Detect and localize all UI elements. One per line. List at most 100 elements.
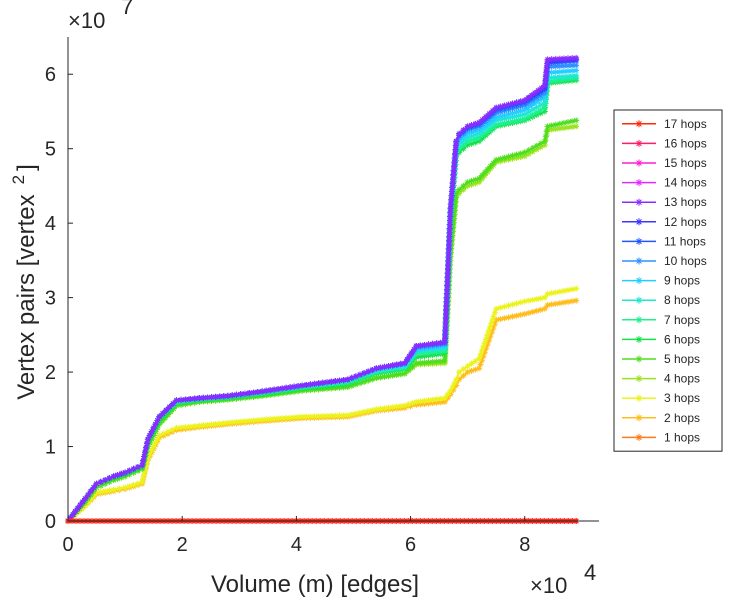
data-point <box>501 115 508 122</box>
data-point <box>478 347 485 354</box>
data-point <box>444 270 451 277</box>
data-point <box>254 417 261 424</box>
data-point <box>437 358 444 365</box>
data-point <box>460 127 467 134</box>
data-point <box>441 357 448 364</box>
data-point <box>548 122 555 129</box>
data-point <box>489 124 496 131</box>
data-point <box>497 316 504 323</box>
legend-label: 6 hops <box>664 332 700 346</box>
legend-marker <box>635 277 643 285</box>
data-point <box>509 152 516 159</box>
legend-label: 1 hops <box>664 430 700 444</box>
data-point <box>497 121 504 128</box>
data-point <box>565 73 572 80</box>
series-6-hops <box>65 77 580 524</box>
legend-marker <box>635 394 643 402</box>
data-point <box>468 181 475 188</box>
data-point <box>373 375 380 382</box>
legend-entry: 8 hops <box>622 293 700 307</box>
data-point <box>408 349 415 356</box>
data-point <box>482 336 489 343</box>
data-point <box>449 180 456 187</box>
data-point <box>447 213 454 220</box>
data-point <box>533 296 540 303</box>
data-point <box>521 97 528 104</box>
data-point <box>484 332 491 339</box>
data-point <box>77 502 84 509</box>
data-point <box>517 116 524 123</box>
data-point <box>505 114 512 121</box>
data-point <box>93 480 100 487</box>
data-point <box>497 103 504 110</box>
data-point <box>444 282 451 289</box>
data-point <box>529 106 536 113</box>
data-point <box>377 364 384 371</box>
data-point <box>233 391 240 398</box>
data-point <box>521 106 528 113</box>
data-point <box>421 397 428 404</box>
data-point <box>556 63 563 70</box>
data-point <box>541 294 548 301</box>
data-point <box>460 186 467 193</box>
legend-entry: 16 hops <box>622 136 707 150</box>
data-point <box>501 120 508 127</box>
data-point <box>446 225 453 232</box>
data-point <box>483 345 490 352</box>
data-point <box>468 122 475 129</box>
data-point <box>573 67 580 74</box>
data-point <box>102 488 109 495</box>
data-point <box>486 324 493 331</box>
data-point <box>401 370 408 377</box>
x-tick-label: 0 <box>62 534 73 556</box>
data-point <box>548 301 555 308</box>
data-point <box>173 424 180 431</box>
data-point <box>452 198 459 205</box>
data-point <box>517 112 524 119</box>
data-point <box>493 316 500 323</box>
legend-entry: 10 hops <box>622 254 707 268</box>
data-point <box>453 138 460 145</box>
data-point <box>543 128 550 135</box>
svg-text:×10: ×10 <box>530 573 567 598</box>
data-point <box>442 353 449 360</box>
data-point <box>491 309 498 316</box>
data-point <box>291 383 298 390</box>
data-point <box>447 205 454 212</box>
data-point <box>544 302 551 309</box>
data-point <box>381 373 388 380</box>
data-point <box>525 109 532 116</box>
data-point <box>208 394 215 401</box>
data-point <box>565 298 572 305</box>
data-point <box>485 328 492 335</box>
data-point <box>139 479 146 486</box>
data-point <box>533 307 540 314</box>
data-point <box>143 462 150 469</box>
data-point <box>548 74 555 81</box>
data-point <box>456 130 463 137</box>
data-point <box>497 116 504 123</box>
data-point <box>489 120 496 127</box>
data-point <box>271 386 278 393</box>
data-point <box>529 296 536 303</box>
data-point <box>556 120 563 127</box>
data-point <box>361 378 368 385</box>
data-point <box>97 482 104 489</box>
data-point <box>200 394 207 401</box>
data-point <box>479 131 486 138</box>
x-multiplier: ×10 4 <box>530 560 596 598</box>
data-point <box>369 376 376 383</box>
data-point <box>114 475 121 482</box>
data-point <box>529 97 536 104</box>
data-point <box>204 394 211 401</box>
data-point <box>381 405 388 412</box>
data-point <box>481 349 488 356</box>
data-point <box>182 396 189 403</box>
data-point <box>82 503 89 510</box>
data-point <box>170 400 177 407</box>
data-point <box>493 156 500 163</box>
data-point <box>429 396 436 403</box>
legend-marker <box>635 159 643 167</box>
data-point <box>142 449 149 456</box>
data-point <box>537 92 544 99</box>
